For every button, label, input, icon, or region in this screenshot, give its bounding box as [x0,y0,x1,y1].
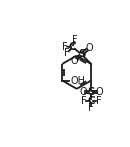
Text: F: F [96,96,101,106]
Text: F: F [88,103,94,113]
Text: F: F [81,96,87,106]
Text: C: C [69,42,76,52]
Text: O: O [95,87,103,97]
Text: OH: OH [71,76,86,86]
Text: O: O [71,56,78,66]
Text: O: O [79,87,87,97]
Text: F: F [64,48,70,58]
Text: F: F [72,35,78,45]
Text: C: C [87,96,95,106]
Text: O: O [85,43,93,53]
Text: F: F [62,42,68,52]
Text: S: S [78,49,85,59]
Text: S: S [87,87,95,97]
